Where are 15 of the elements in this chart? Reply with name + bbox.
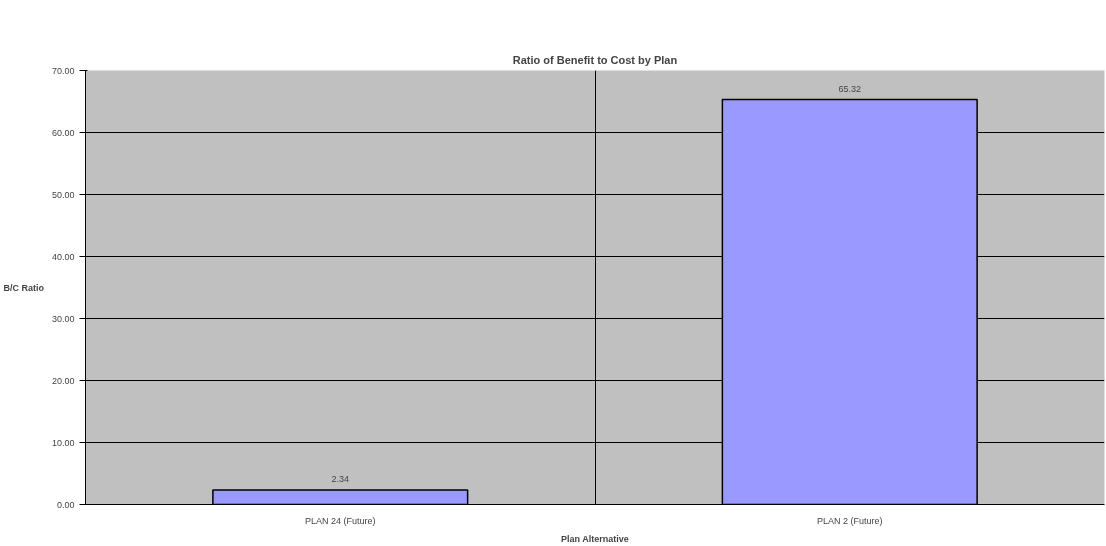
y-tick-label: 70.00 [51,65,75,76]
y-tick-label: 0.00 [56,499,75,510]
data-label: 2.34 [331,473,350,484]
y-tick-label: 60.00 [51,127,75,138]
x-tick-label: PLAN 2 (Future) [816,515,883,526]
x-tick-label: PLAN 24 (Future) [304,515,376,526]
y-tick-label: 50.00 [51,189,75,200]
y-axis-title: B/C Ratio [3,282,45,293]
chart-title: Ratio of Benefit to Cost by Plan [512,53,678,66]
x-axis-title: Plan Alternative [560,533,629,544]
y-tick-label: 30.00 [51,313,75,324]
data-label: 65.32 [838,83,862,94]
y-tick-label: 10.00 [51,437,75,448]
y-tick-label: 20.00 [51,375,75,386]
y-tick-label: 40.00 [51,251,75,262]
